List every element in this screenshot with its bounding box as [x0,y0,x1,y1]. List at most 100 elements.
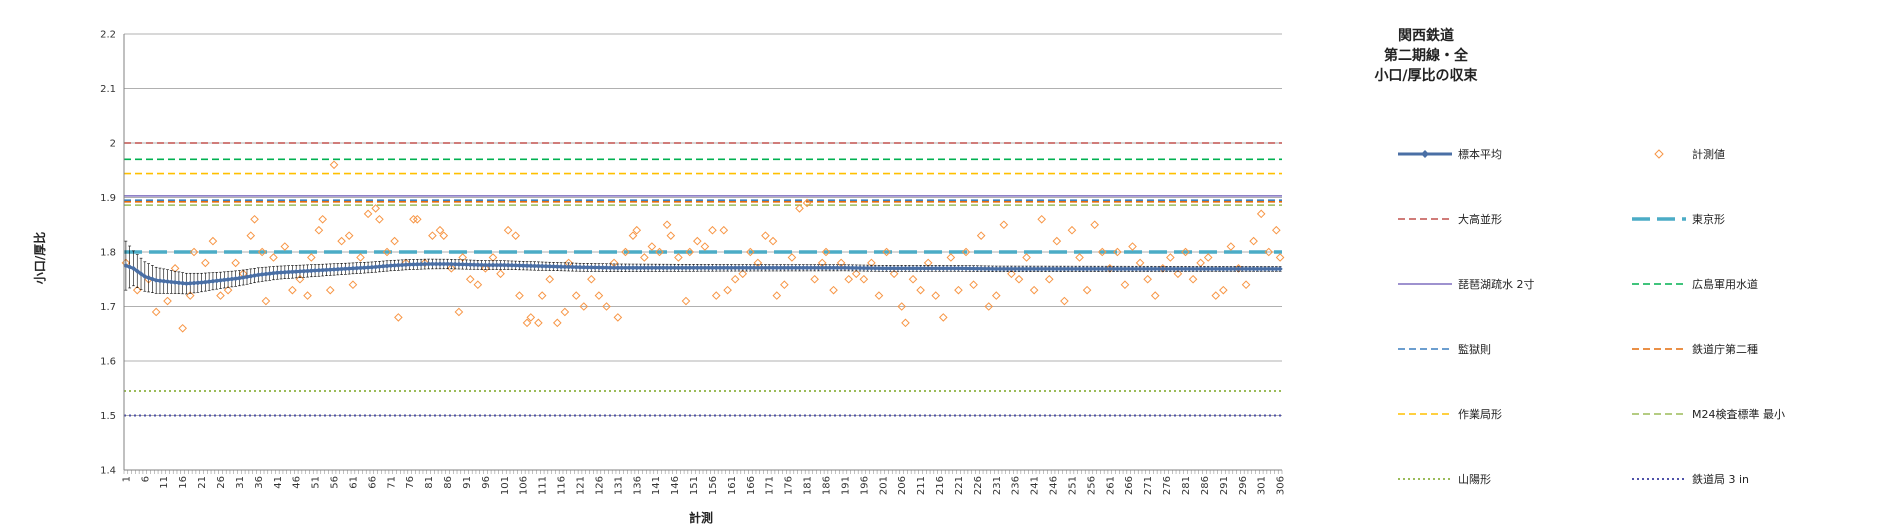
mean-marker [906,265,912,272]
mean-marker [512,262,519,269]
mean-marker [278,269,284,276]
mean-marker [1178,266,1185,272]
mean-marker [1004,266,1011,272]
x-tick-label: 1 [121,476,132,482]
measured-point [303,291,312,300]
measured-point [1264,247,1274,257]
measured-point [821,247,831,257]
measured-point [481,264,490,273]
measured-point [496,269,505,279]
y-tick-label: 2.1 [100,84,116,95]
mean-marker [762,265,769,271]
measured-point [1067,225,1077,235]
x-tick-label: 66 [367,476,378,489]
mean-marker [505,262,511,268]
mean-marker [562,264,568,270]
x-tick-label: 136 [632,476,643,495]
mean-marker [626,265,632,271]
measured-point [439,231,449,240]
mean-marker [615,265,621,271]
mean-marker [1167,266,1174,272]
chart-title: 関西鉄道 第二期線・全 小口/厚比の収束 [1374,27,1478,84]
x-tick-label: 186 [821,476,832,495]
mean-marker [1118,266,1124,272]
mean-marker [1163,266,1170,272]
mean-marker [641,265,648,271]
mean-marker [868,265,875,271]
measured-point [1166,253,1175,262]
measured-point [337,236,346,246]
mean-marker [581,264,587,271]
mean-marker [524,262,530,269]
mean-marker [168,279,175,285]
x-tick-label: 236 [1011,476,1022,495]
x-tick-label: 126 [594,476,605,495]
mean-marker [160,278,167,284]
legend-label: 東京形 [1692,212,1725,226]
mean-marker [1243,266,1249,272]
x-tick-label: 91 [462,476,473,489]
measured-point [901,318,910,328]
mean-marker [1091,266,1098,272]
measured-point [1173,269,1183,279]
mean-marker [448,261,455,267]
legend-label: 標本平均 [1458,147,1502,161]
mean-marker [1144,266,1151,272]
measured-point [537,291,547,300]
y-axis-title: 小口/厚比 [32,232,47,284]
mean-marker [755,265,761,271]
x-tick-label: 76 [405,476,416,489]
mean-marker [293,268,299,275]
x-axis-title: 計測 [689,510,713,525]
mean-marker [1042,266,1049,272]
x-tick-label: 171 [765,476,776,495]
measured-point [628,231,638,240]
measured-point [991,291,1001,300]
mean-marker [285,269,292,275]
mean-marker [880,265,886,272]
mean-marker [1171,266,1177,272]
measured-point [435,225,445,235]
measured-point [802,198,812,208]
measured-point [640,253,649,262]
mean-marker [694,265,701,271]
measured-point [1052,236,1062,246]
title-line-1: 関西鉄道 [1398,27,1454,44]
mean-marker [1231,266,1238,272]
mean-marker [335,266,341,272]
measured-point [208,236,218,246]
mean-marker [876,265,882,272]
x-tick-label: 156 [708,476,719,495]
mean-marker [463,261,470,268]
y-tick-label: 2.2 [100,30,116,41]
measured-point [897,302,906,311]
mean-marker [887,265,894,272]
mean-marker [940,265,947,272]
measured-point [772,291,782,300]
mean-marker [1156,266,1162,272]
x-tick-labels: 1 6 11 16 21 26 31 36 41 46 51 56 61 66 71 76 81 86 91 96 10… [121,476,1286,495]
measured-point [1105,264,1115,273]
measured-point [189,247,199,257]
x-tick-label: 246 [1049,476,1060,495]
measured-point [488,253,498,262]
legend-item: 作業局形 [1398,408,1502,421]
mean-marker [531,263,538,269]
mean-marker [338,266,345,272]
y-tick-label: 1.6 [100,357,116,368]
measured-point [761,231,770,240]
mean-marker [777,265,784,271]
mean-marker [993,266,1000,272]
mean-marker [921,265,928,272]
mean-marker [1209,266,1215,272]
mean-marker [1080,266,1087,272]
mean-marker [792,265,799,271]
mean-marker [1269,266,1276,272]
x-tick-label: 281 [1181,476,1192,495]
measured-point [318,214,327,224]
title-line-3: 小口/厚比の収束 [1374,67,1478,84]
measured-point [655,247,664,257]
measured-point [257,247,267,257]
measured-point [874,291,884,300]
legend-item: M24検査標準 最小 [1632,407,1785,421]
